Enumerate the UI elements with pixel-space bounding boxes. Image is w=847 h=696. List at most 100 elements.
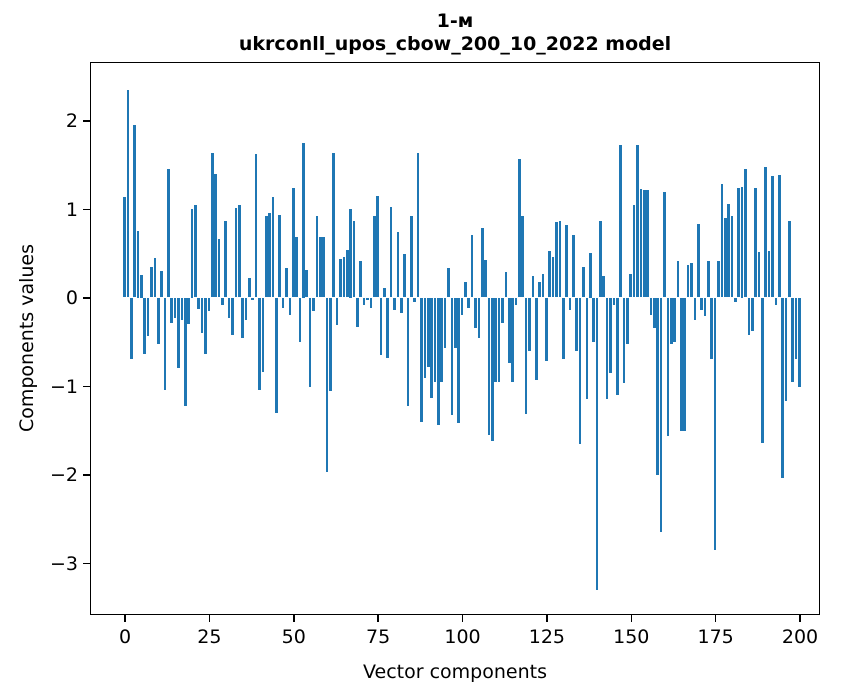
bar xyxy=(345,249,349,298)
bar xyxy=(477,297,481,339)
bar xyxy=(248,278,251,298)
bar xyxy=(349,209,352,298)
bar xyxy=(788,220,791,298)
bar xyxy=(177,297,180,369)
bar xyxy=(150,266,153,298)
bar xyxy=(396,232,400,298)
x-tick-mark xyxy=(461,615,464,622)
bar xyxy=(693,297,697,320)
bar xyxy=(393,297,396,310)
x-tick-mark xyxy=(124,615,126,622)
bar xyxy=(123,197,126,298)
bar xyxy=(534,297,538,380)
bar xyxy=(200,297,204,333)
bar xyxy=(484,260,487,298)
bar xyxy=(376,195,379,298)
bar xyxy=(244,297,248,320)
bar xyxy=(757,252,761,298)
y-tick-mark xyxy=(83,120,90,122)
bar xyxy=(680,297,683,432)
bar xyxy=(406,297,410,407)
bar xyxy=(683,297,687,432)
x-tick-mark xyxy=(799,615,801,622)
y-tick-label: −3 xyxy=(49,552,78,575)
y-tick-label: −1 xyxy=(49,375,78,398)
bar xyxy=(690,262,693,298)
bar xyxy=(227,297,231,318)
bar xyxy=(447,268,450,298)
x-tick-label: 25 xyxy=(197,626,222,648)
bar xyxy=(474,297,477,329)
bar xyxy=(237,204,241,298)
bar xyxy=(764,166,768,298)
bar xyxy=(555,222,558,298)
bar xyxy=(686,264,690,298)
bar xyxy=(565,224,568,298)
bar xyxy=(605,297,609,400)
bar xyxy=(187,297,190,325)
x-tick-label: 50 xyxy=(281,626,306,648)
bar xyxy=(416,153,420,298)
bar xyxy=(528,297,531,352)
bar xyxy=(207,297,211,311)
bar xyxy=(194,204,197,298)
bar xyxy=(315,216,319,298)
bar xyxy=(572,234,575,298)
bar xyxy=(666,297,670,437)
bar xyxy=(470,234,474,298)
bar xyxy=(295,237,298,298)
bar xyxy=(717,261,720,298)
bar xyxy=(747,297,751,335)
bar xyxy=(332,153,336,298)
bar xyxy=(771,176,774,298)
bar xyxy=(545,297,548,362)
y-tick-label: 2 xyxy=(65,110,78,132)
y-tick-label: 1 xyxy=(65,198,78,221)
bar xyxy=(372,216,376,298)
bar xyxy=(710,297,714,359)
bar xyxy=(275,297,278,413)
x-tick-label: 150 xyxy=(613,626,650,648)
bar xyxy=(433,297,437,382)
bar xyxy=(663,192,666,298)
bar xyxy=(531,276,535,298)
x-tick-mark xyxy=(293,615,295,622)
bar xyxy=(491,297,494,441)
bar xyxy=(362,297,366,305)
bar xyxy=(777,175,781,298)
bar xyxy=(558,220,562,298)
bar xyxy=(521,216,525,298)
bar xyxy=(190,209,194,298)
bar xyxy=(291,187,295,298)
y-tick-label: −2 xyxy=(49,464,78,486)
bar xyxy=(241,297,244,339)
bar xyxy=(612,297,616,305)
bar xyxy=(615,297,619,395)
bar xyxy=(524,297,528,415)
bar xyxy=(167,169,170,298)
y-axis-label: Components values xyxy=(16,243,38,433)
bar xyxy=(497,297,501,382)
bar xyxy=(588,253,592,298)
bar xyxy=(582,267,585,298)
x-tick-mark xyxy=(208,615,211,622)
bar xyxy=(487,297,491,435)
bar xyxy=(410,216,413,298)
bar xyxy=(258,297,261,390)
y-tick-mark xyxy=(83,474,90,476)
bar xyxy=(156,297,160,345)
chart-title-line1: 1-м xyxy=(436,10,474,32)
bar xyxy=(312,297,315,311)
x-tick-label: 100 xyxy=(444,626,481,648)
bar xyxy=(727,203,730,298)
bar xyxy=(791,297,795,383)
bar xyxy=(352,221,356,298)
bar xyxy=(723,217,727,298)
bar xyxy=(653,297,656,329)
bar xyxy=(541,274,545,298)
bar xyxy=(440,297,444,382)
bar xyxy=(629,274,633,298)
x-tick-label: 125 xyxy=(528,626,565,648)
bar xyxy=(504,271,508,298)
bar xyxy=(264,216,268,298)
